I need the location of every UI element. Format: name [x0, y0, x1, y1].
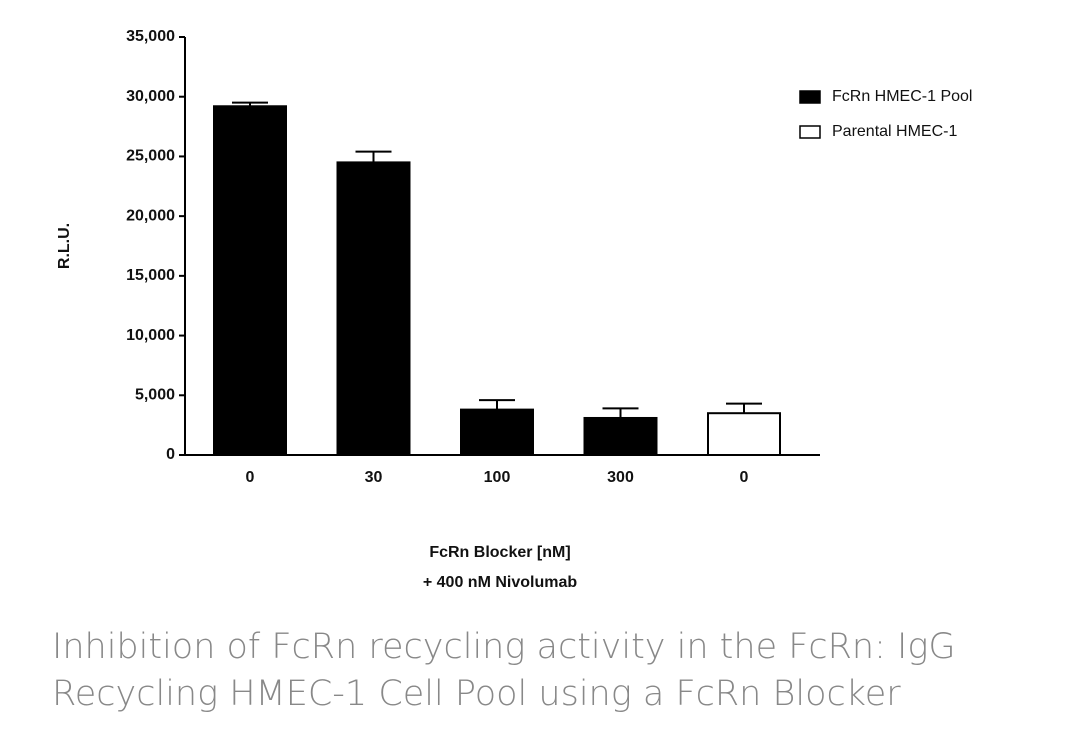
- legend-label: FcRn HMEC-1 Pool: [832, 88, 972, 105]
- x-tick-label: 300: [607, 469, 634, 486]
- y-tick-label: 30,000: [126, 88, 175, 105]
- y-axis-label: R.L.U.: [56, 223, 73, 269]
- error-bar: [602, 407, 639, 418]
- bar: [336, 161, 411, 456]
- bar: [213, 105, 287, 456]
- x-tick-label: 30: [365, 469, 383, 486]
- y-tick-label: 35,000: [126, 28, 175, 45]
- bar: [583, 416, 658, 456]
- x-axis-label: + 400 nM Nivolumab: [423, 574, 577, 591]
- y-tick-label: 5,000: [135, 387, 175, 404]
- legend-label: Parental HMEC-1: [832, 123, 957, 140]
- bar: [460, 408, 534, 457]
- x-axis-label: FcRn Blocker [nM]: [429, 544, 570, 561]
- caption: Recycling HMEC-1 Cell Pool using a FcRn …: [52, 674, 901, 714]
- y-tick-label: 0: [166, 446, 175, 463]
- error-bar: [479, 399, 515, 410]
- legend-swatch: [799, 125, 821, 139]
- legend-swatch: [799, 90, 821, 104]
- error-bar: [355, 150, 392, 163]
- x-tick-label: 0: [740, 469, 749, 486]
- x-tick-label: 100: [484, 469, 511, 486]
- y-tick-label: 15,000: [126, 267, 175, 284]
- error-bar: [726, 402, 762, 414]
- y-tick-label: 20,000: [126, 207, 175, 224]
- error-bar: [232, 101, 268, 107]
- y-tick-label: 10,000: [126, 327, 175, 344]
- caption: Inhibition of FcRn recycling activity in…: [52, 627, 955, 667]
- bar: [707, 412, 781, 457]
- x-tick-label: 0: [246, 469, 255, 486]
- y-tick-label: 25,000: [126, 148, 175, 165]
